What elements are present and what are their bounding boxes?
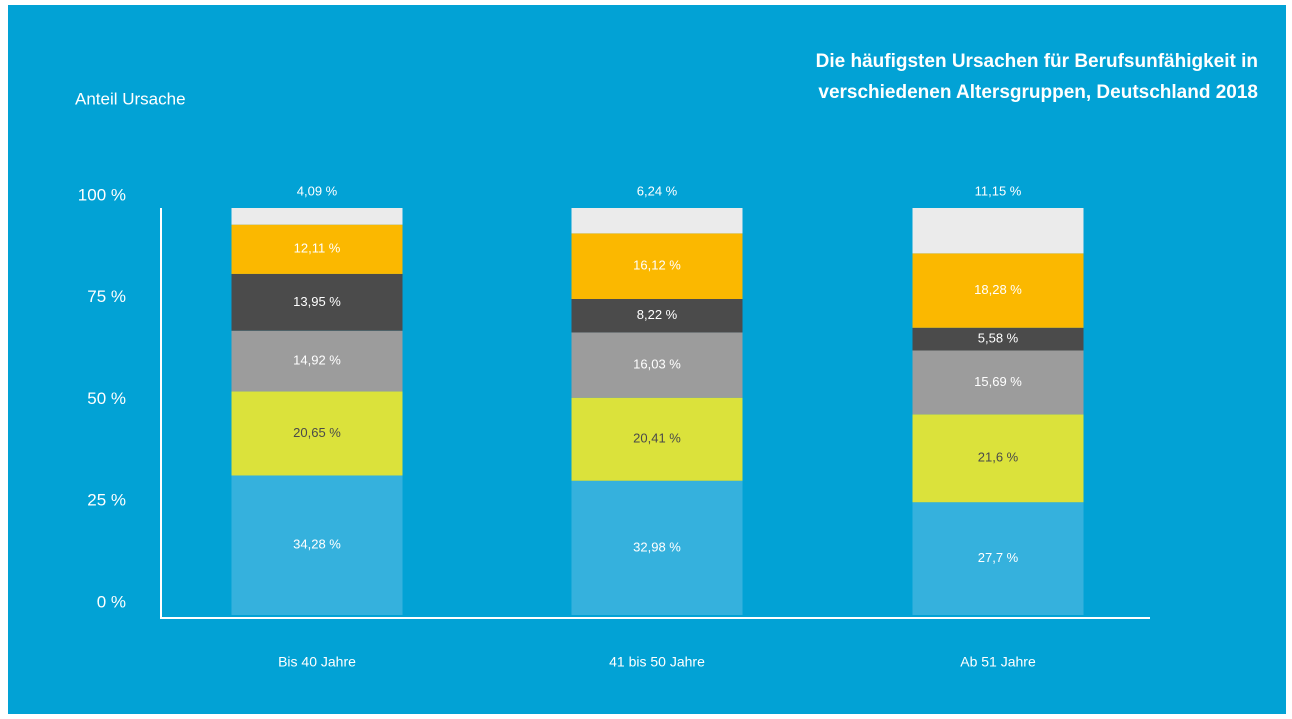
bar-segment xyxy=(571,397,743,481)
bar-segment xyxy=(571,233,743,300)
y-tick-label: 50 % xyxy=(87,389,126,408)
data-label: 5,58 % xyxy=(978,331,1019,346)
data-label: 12,11 % xyxy=(294,241,341,256)
bar-segment xyxy=(231,208,403,225)
data-label: 34,28 % xyxy=(293,537,341,552)
y-tick-label: 100 % xyxy=(78,185,126,204)
data-label: 16,12 % xyxy=(633,258,681,273)
bar-segment xyxy=(571,332,743,398)
data-label: 18,28 % xyxy=(974,282,1022,297)
data-label: 27,7 % xyxy=(978,550,1019,565)
data-label: 21,6 % xyxy=(978,450,1019,465)
bar-segment xyxy=(912,253,1084,328)
x-tick-label: Bis 40 Jahre xyxy=(278,654,356,670)
y-tick-label: 75 % xyxy=(87,287,126,306)
bar-segment xyxy=(912,414,1084,503)
bar-segment xyxy=(231,475,403,615)
x-tick-label: 41 bis 50 Jahre xyxy=(609,654,705,670)
x-tick-label: Ab 51 Jahre xyxy=(960,654,1036,670)
y-tick-label: 0 % xyxy=(97,592,126,611)
bar-segment xyxy=(231,224,403,274)
bar-segment xyxy=(912,502,1084,615)
data-label: 4,09 % xyxy=(297,183,338,198)
data-label: 16,03 % xyxy=(633,357,681,372)
bar-segment xyxy=(912,327,1084,351)
bar-segment xyxy=(231,273,403,331)
data-label: 32,98 % xyxy=(633,539,681,554)
data-label: 14,92 % xyxy=(293,353,341,368)
data-label: 11,15 % xyxy=(975,183,1022,198)
y-tick-label: 25 % xyxy=(87,491,126,510)
bar-segment xyxy=(912,208,1084,254)
bar-segment xyxy=(571,208,743,234)
bar-segment xyxy=(571,480,743,615)
bar-segment xyxy=(231,391,403,476)
y-axis-label: Anteil Ursache xyxy=(75,89,186,108)
chart-title: verschiedenen Altersgruppen, Deutschland… xyxy=(818,82,1258,103)
data-label: 13,95 % xyxy=(293,294,341,309)
data-label: 15,69 % xyxy=(974,374,1022,389)
chart-title: Die häufigsten Ursachen für Berufsunfähi… xyxy=(816,51,1258,72)
data-label: 20,41 % xyxy=(633,431,681,446)
bar-segment xyxy=(571,299,743,333)
bar-segment xyxy=(912,350,1084,415)
data-label: 20,65 % xyxy=(293,425,341,440)
data-label: 6,24 % xyxy=(637,183,678,198)
data-label: 8,22 % xyxy=(637,307,678,322)
bar-segment xyxy=(231,330,403,392)
